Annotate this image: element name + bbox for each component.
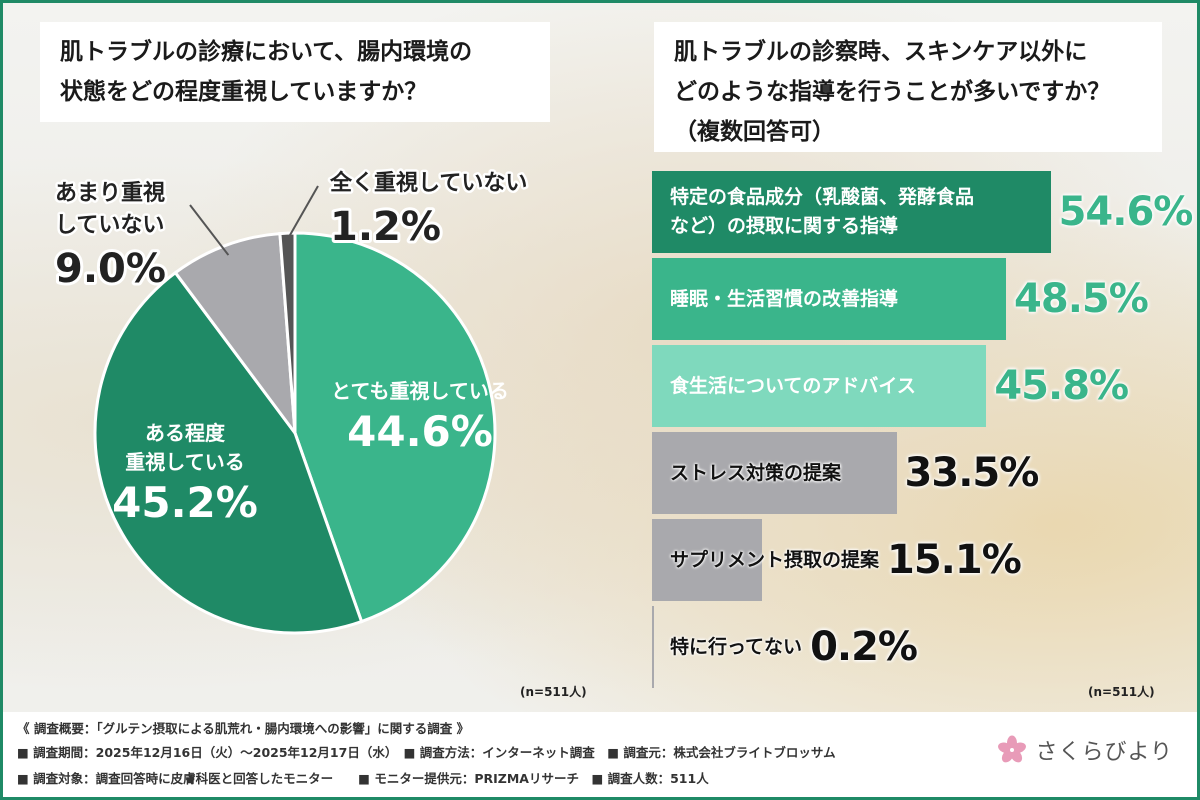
bar-3	[652, 432, 897, 514]
survey-footer: 《 調査概要：「グルテン摂取による肌荒れ・腸内環境への影響」に関する調査 》 ■…	[3, 712, 1197, 797]
brand-logo: さくらびより	[997, 734, 1173, 766]
pie-label-text-1-1: 重視している	[125, 450, 244, 474]
bar-label-3: ストレス対策の提案	[670, 432, 841, 514]
pie-label-0: とても重視している 44.6%	[331, 379, 509, 456]
bar-label-line-2-0: 食生活についてのアドバイス	[670, 374, 916, 397]
bar-label-0: 特定の食品成分（乳酸菌、発酵食品 など）の摂取に関する指導	[670, 171, 974, 253]
bar-label-line-3-0: ストレス対策の提案	[670, 461, 842, 484]
brand-name: さくらびより	[1035, 740, 1173, 765]
sakura-petal-4	[998, 742, 1014, 754]
bar-value-0: 54.6%	[1058, 189, 1194, 235]
left-question-line2: 状態をどの程度重視していますか？	[60, 79, 428, 105]
bar-label-line-0-0: 特定の食品成分（乳酸菌、発酵食品	[670, 186, 975, 208]
pie-slice-1	[93, 270, 364, 635]
pie-leader-line-3	[286, 185, 319, 240]
sakura-flower-icon	[998, 735, 1027, 763]
pie-sample-size: (n=511人)	[520, 685, 587, 699]
left-question-line1: 肌トラブルの診療において、腸内環境の	[60, 39, 473, 65]
bar-value-3: 33.5%	[904, 450, 1040, 496]
survey-details-line2: ■ 調査対象：調査回答時に皮膚科医と回答したモニター ■ モニター提供元：PRI…	[17, 771, 709, 786]
bar-sample-size: (n=511人)	[1088, 685, 1155, 699]
pie-label-text-3-0: 全く重視していない	[329, 170, 527, 196]
bar-label-line-4-0: サプリメント摂取の提案	[670, 548, 880, 571]
bar-label-2: 食生活についてのアドバイス	[670, 345, 916, 427]
bar-label-line-5-0: 特に行ってない	[670, 635, 803, 658]
bar-label-4: サプリメント摂取の提案	[670, 519, 879, 601]
pie-label-3: 全く重視していない 1.2%	[327, 168, 530, 253]
pie-label-text-2-0: あまり重視	[55, 181, 165, 206]
pie-label-text-0-0: とても重視している	[331, 379, 509, 403]
bar-value-2: 45.8%	[994, 363, 1129, 409]
pie-value-1: 45.2%	[112, 478, 258, 527]
right-question-line3: （複数回答可）	[674, 119, 835, 145]
bar-5	[652, 606, 654, 688]
pie-label-text-2-1: していない	[55, 213, 164, 238]
bar-4	[652, 519, 763, 601]
right-question-line1: 肌トラブルの診察時、スキンケア以外に	[674, 39, 1088, 65]
bar-value-1: 48.5%	[1014, 276, 1149, 322]
pie-slice-3	[278, 231, 297, 434]
survey-details-line1: ■ 調査期間：2025年12月16日（火）～2025年12月17日（水） ■ 調…	[17, 745, 836, 760]
pie-slice-0	[293, 231, 497, 624]
bar-label-1: 睡眠・生活習慣の改善指導	[670, 258, 898, 340]
pie-value-3: 1.2%	[330, 204, 441, 250]
pie-leader-line-2	[189, 204, 230, 256]
pie-label-text-1-0: ある程度	[145, 421, 226, 445]
bar-label-5: 特に行ってない	[670, 606, 802, 688]
survey-title: 《 調査概要：「グルテン摂取による肌荒れ・腸内環境への影響」に関する調査 》	[17, 721, 470, 736]
bar-0	[652, 171, 1051, 253]
pie-slice-2	[173, 231, 297, 439]
bar-label-line-1-0: 睡眠・生活習慣の改善指導	[670, 287, 899, 310]
bar-value-5: 0.2%	[810, 624, 918, 670]
right-question-line2: どのような指導を行うことが多いですか？	[674, 79, 1111, 105]
left-question-box: 肌トラブルの診療において、腸内環境の 状態をどの程度重視していますか？	[40, 22, 550, 122]
bar-value-4: 15.1%	[887, 537, 1022, 583]
pie-value-0: 44.6%	[347, 407, 493, 456]
pie-value-2: 9.0%	[55, 246, 166, 292]
bar-label-line-0-1: など）の摂取に関する指導	[670, 215, 899, 237]
right-question-box: 肌トラブルの診察時、スキンケア以外に どのような指導を行うことが多いですか？ （…	[654, 22, 1162, 152]
bar-1	[652, 258, 1007, 340]
bar-2	[652, 345, 987, 427]
